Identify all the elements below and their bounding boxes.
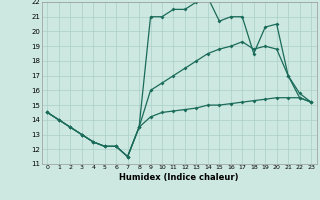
X-axis label: Humidex (Indice chaleur): Humidex (Indice chaleur) <box>119 173 239 182</box>
